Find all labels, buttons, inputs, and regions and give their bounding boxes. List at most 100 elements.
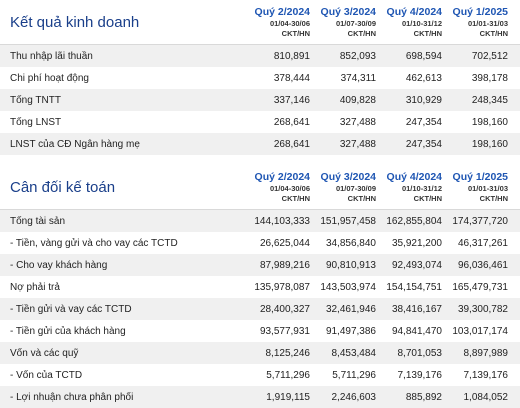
column-header[interactable]: Quý 1/2025 01/01-31/03 CKT/HN: [448, 0, 514, 44]
date-range: 01/10-31/12: [401, 183, 442, 193]
table-row: Thu nhập lãi thuần 810,891 852,093 698,5…: [0, 45, 520, 67]
row-label: - Lợi nhuận chưa phân phối: [10, 391, 134, 403]
table-cell: 374,311: [340, 72, 376, 84]
table-row: Nợ phải trả 135,978,087 143,503,974 154,…: [0, 276, 520, 298]
quarter-label[interactable]: Quý 3/2024: [320, 5, 376, 18]
unit-label: CKT/HN: [347, 193, 376, 203]
column-header[interactable]: Quý 4/2024 01/10-31/12 CKT/HN: [382, 165, 448, 209]
row-label: Chi phí hoạt động: [10, 72, 89, 84]
column-header[interactable]: Quý 3/2024 01/07-30/09 CKT/HN: [316, 165, 382, 209]
table-cell: 38,416,167: [391, 303, 442, 315]
row-label: Tổng tài sản: [10, 215, 66, 227]
table-row: - Cho vay khách hàng 87,989,216 90,810,9…: [0, 254, 520, 276]
table-cell: 698,594: [405, 50, 442, 62]
table-cell: 327,488: [339, 116, 376, 128]
table-cell: 7,139,176: [397, 369, 443, 381]
quarter-label[interactable]: Quý 2/2024: [254, 170, 310, 183]
row-label: Vốn và các quỹ: [10, 347, 79, 359]
table-cell: 852,093: [339, 50, 376, 62]
balance-table: Tổng tài sản 144,103,333 151,957,458 162…: [0, 210, 520, 408]
unit-label: CKT/HN: [281, 193, 310, 203]
table-cell: 2,246,603: [331, 391, 377, 403]
row-label: Tổng LNST: [10, 116, 62, 128]
table-cell: 247,354: [405, 116, 442, 128]
table-cell: 5,711,296: [332, 369, 376, 381]
row-label: - Tiền, vàng gửi và cho vay các TCTD: [10, 237, 178, 249]
table-cell: 7,139,176: [463, 369, 509, 381]
table-cell: 8,701,053: [397, 347, 443, 359]
quarter-label[interactable]: Quý 4/2024: [386, 170, 442, 183]
row-label: Thu nhập lãi thuần: [10, 50, 93, 62]
table-cell: 35,921,200: [391, 237, 442, 249]
table-cell: 268,641: [273, 116, 310, 128]
table-cell: 248,345: [471, 94, 508, 106]
table-cell: 198,160: [471, 138, 508, 150]
column-header[interactable]: Quý 3/2024 01/07-30/09 CKT/HN: [316, 0, 382, 44]
row-label: Tổng TNTT: [10, 94, 61, 106]
income-table: Thu nhập lãi thuần 810,891 852,093 698,5…: [0, 45, 520, 155]
table-cell: 103,017,174: [452, 325, 508, 337]
unit-label: CKT/HN: [413, 193, 442, 203]
table-cell: 398,178: [471, 72, 508, 84]
table-row: Chi phí hoạt động 378,444 374,311 462,61…: [0, 67, 520, 89]
column-header[interactable]: Quý 2/2024 01/04-30/06 CKT/HN: [250, 165, 316, 209]
unit-label: CKT/HN: [413, 28, 442, 38]
table-cell: 92,493,074: [391, 259, 442, 271]
table-cell: 702,512: [471, 50, 508, 62]
row-label: - Tiền gửi của khách hàng: [10, 325, 126, 337]
date-range: 01/07-30/09: [335, 183, 376, 193]
income-title: Kết quả kinh doanh: [10, 13, 140, 31]
table-cell: 8,897,989: [463, 347, 509, 359]
table-cell: 91,497,386: [325, 325, 376, 337]
table-cell: 337,146: [273, 94, 310, 106]
row-label: Nợ phải trả: [10, 281, 60, 293]
table-cell: 409,828: [339, 94, 376, 106]
row-label: LNST của CĐ Ngân hàng mẹ: [10, 138, 140, 150]
column-header[interactable]: Quý 1/2025 01/01-31/03 CKT/HN: [448, 165, 514, 209]
table-cell: 26,625,044: [259, 237, 310, 249]
date-range: 01/10-31/12: [401, 18, 442, 28]
quarter-label[interactable]: Quý 4/2024: [386, 5, 442, 18]
table-cell: 810,891: [273, 50, 310, 62]
table-cell: 94,841,470: [391, 325, 442, 337]
table-row: Vốn và các quỹ 8,125,246 8,453,484 8,701…: [0, 342, 520, 364]
quarter-label[interactable]: Quý 2/2024: [254, 5, 310, 18]
table-cell: 87,989,216: [259, 259, 310, 271]
table-cell: 1,919,115: [266, 391, 310, 403]
quarter-label[interactable]: Quý 3/2024: [320, 170, 376, 183]
quarter-label[interactable]: Quý 1/2025: [452, 5, 508, 18]
table-cell: 151,957,458: [320, 215, 376, 227]
quarter-label[interactable]: Quý 1/2025: [452, 170, 508, 183]
table-cell: 5,711,296: [266, 369, 310, 381]
row-label: - Tiền gửi và vay các TCTD: [10, 303, 132, 315]
table-row: Tổng TNTT 337,146 409,828 310,929 248,34…: [0, 89, 520, 111]
table-row: - Tiền, vàng gửi và cho vay các TCTD 26,…: [0, 232, 520, 254]
column-header[interactable]: Quý 4/2024 01/10-31/12 CKT/HN: [382, 0, 448, 44]
table-cell: 96,036,461: [457, 259, 508, 271]
unit-label: CKT/HN: [479, 193, 508, 203]
date-range: 01/04-30/06: [269, 18, 310, 28]
table-row: - Lợi nhuận chưa phân phối 1,919,115 2,2…: [0, 386, 520, 408]
balance-header: Cân đối kế toán Quý 2/2024 01/04-30/06 C…: [0, 165, 520, 210]
date-range: 01/04-30/06: [269, 183, 310, 193]
table-row: - Tiền gửi và vay các TCTD 28,400,327 32…: [0, 298, 520, 320]
table-cell: 327,488: [339, 138, 376, 150]
table-cell: 32,461,946: [325, 303, 376, 315]
table-cell: 268,641: [273, 138, 310, 150]
table-cell: 885,892: [405, 391, 442, 403]
table-cell: 378,444: [273, 72, 310, 84]
unit-label: CKT/HN: [479, 28, 508, 38]
table-cell: 162,855,804: [386, 215, 442, 227]
table-row: Tổng LNST 268,641 327,488 247,354 198,16…: [0, 111, 520, 133]
table-cell: 135,978,087: [254, 281, 310, 293]
table-cell: 165,479,731: [452, 281, 508, 293]
column-header[interactable]: Quý 2/2024 01/04-30/06 CKT/HN: [250, 0, 316, 44]
date-range: 01/01-31/03: [467, 183, 508, 193]
row-label: - Vốn của TCTD: [10, 369, 83, 381]
table-cell: 143,503,974: [320, 281, 376, 293]
table-cell: 198,160: [471, 116, 508, 128]
table-cell: 174,377,720: [452, 215, 508, 227]
table-cell: 154,154,751: [386, 281, 442, 293]
table-cell: 8,125,246: [265, 347, 311, 359]
